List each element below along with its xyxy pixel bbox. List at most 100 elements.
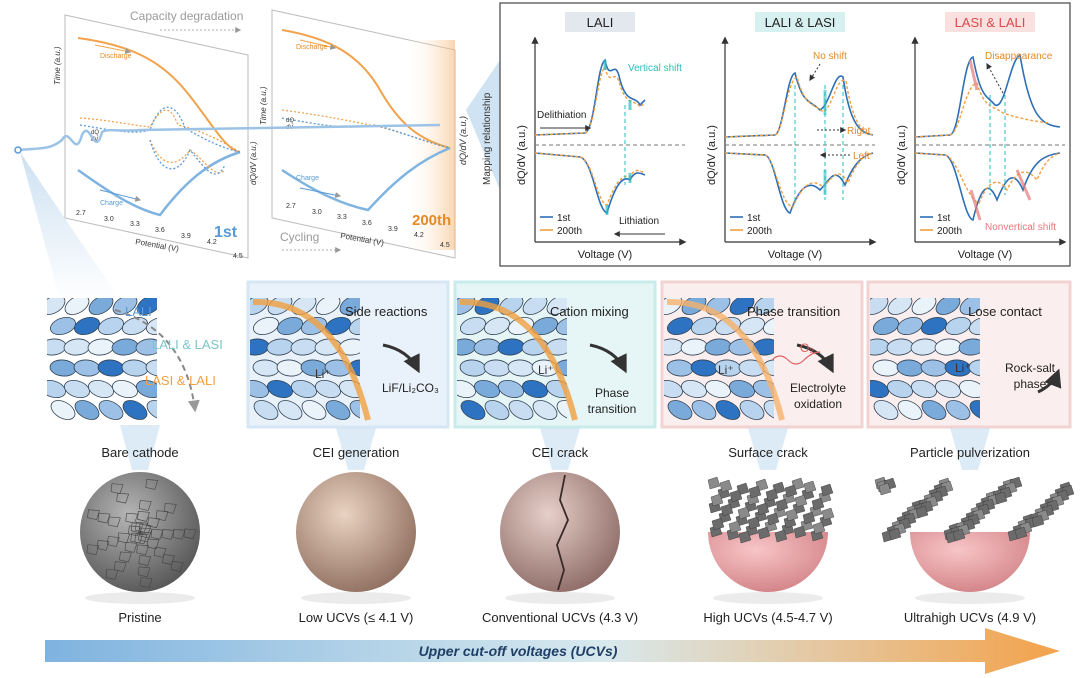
signal-origin-dot <box>14 146 22 154</box>
y-axis-label: dQ/dV (a.u.) <box>896 125 908 185</box>
svg-text:3.0: 3.0 <box>104 216 114 223</box>
grain <box>508 400 534 420</box>
discharge-label-2: Discharge <box>296 44 328 51</box>
time-axis-label-1: Time (a.u.) <box>53 46 62 85</box>
box-title-phase-transition: Phase transition <box>747 304 840 319</box>
grain <box>870 379 890 399</box>
grain <box>457 379 477 399</box>
grain-outline <box>183 528 197 540</box>
sphere-caption: Low UCVs (≤ 4.1 V) <box>299 610 414 625</box>
grain <box>522 298 548 315</box>
grain <box>112 298 138 315</box>
grain <box>666 316 694 336</box>
gas-evolution <box>771 351 821 365</box>
cross-section-1 <box>47 298 200 420</box>
grain <box>87 338 115 356</box>
grain-outline <box>134 533 148 545</box>
note-right: Right <box>847 126 871 137</box>
grain <box>111 338 139 356</box>
cycle-panel-200th <box>271 9 456 259</box>
curve-1st-lower <box>914 152 1061 222</box>
grain <box>704 379 732 399</box>
grain <box>680 379 708 399</box>
grain <box>690 316 718 336</box>
sphere-label: CEI generation <box>313 445 400 460</box>
svg-text:4.5: 4.5 <box>233 253 243 260</box>
dqdv-axis-label-2: dQ/dV (a.u.) <box>458 116 468 165</box>
grain <box>753 298 774 315</box>
grain <box>521 379 549 399</box>
grain <box>934 379 962 399</box>
box-product-lif: LiF/Li₂CO₃ <box>382 381 439 395</box>
grain <box>63 338 91 356</box>
note-disappearance: Disappearance <box>985 51 1053 62</box>
grain-outline <box>106 536 120 547</box>
fragment <box>748 485 762 499</box>
cross-sections <box>47 280 1072 470</box>
zoom-cone <box>120 425 160 470</box>
grain-outline <box>139 577 153 588</box>
curve-200th-lower <box>914 152 1061 204</box>
grain <box>290 379 318 399</box>
legend-label: 1st <box>937 213 951 224</box>
legend-label: 1st <box>747 213 761 224</box>
svg-text:4.2: 4.2 <box>414 232 424 239</box>
cei-layer <box>252 298 371 421</box>
grain <box>896 316 924 336</box>
grain <box>145 359 157 377</box>
shadow <box>915 592 1025 604</box>
zoom-cone <box>336 428 376 470</box>
grain <box>739 400 765 420</box>
grain <box>483 316 511 336</box>
panel-title-box <box>565 12 635 32</box>
dq-label-1: dQ <box>91 130 99 136</box>
cross-section-3 <box>453 280 657 429</box>
legend-label: 200th <box>747 226 772 237</box>
grain <box>969 400 980 420</box>
dqdv-panel-2: LALI & LASI dQ/dV (a.u.) Voltage (V) 1st 200… <box>706 12 877 261</box>
grain <box>935 298 961 315</box>
ucv-arrow <box>45 628 1060 674</box>
cycle-label-1st: 1st <box>214 224 238 241</box>
shadow <box>713 592 823 604</box>
fragment <box>756 502 770 516</box>
sphere-caption: Ultrahigh UCVs (4.9 V) <box>904 610 1036 625</box>
fragment <box>952 528 966 542</box>
panel-title-box <box>755 12 845 32</box>
grain <box>349 400 360 420</box>
grain <box>763 400 774 420</box>
grain <box>886 379 914 399</box>
curve-200th-lower <box>534 152 646 206</box>
process-arrow <box>589 343 627 374</box>
fragment <box>802 511 816 525</box>
fragment <box>784 484 798 498</box>
svg-text:3.0: 3.0 <box>312 209 322 216</box>
grain-outline <box>137 511 150 522</box>
grain-outline <box>162 554 175 565</box>
grain-outline <box>161 529 175 540</box>
grain <box>921 400 947 420</box>
li-label-2: Li⁺ <box>538 363 554 377</box>
grain <box>49 359 77 377</box>
cycle-panel-1st <box>64 14 249 259</box>
fragment <box>994 491 1008 505</box>
mapping-wedge <box>466 60 500 190</box>
fragment <box>785 508 799 522</box>
grain <box>959 298 980 315</box>
grain <box>555 316 567 336</box>
svg-text:3.3: 3.3 <box>337 214 347 221</box>
grain <box>47 298 66 315</box>
grain <box>728 379 756 399</box>
grain <box>111 379 139 399</box>
grain <box>64 298 90 315</box>
grain <box>715 400 741 420</box>
sphere-body <box>500 472 620 592</box>
grain <box>47 379 67 399</box>
grain-outline <box>163 503 177 514</box>
grain <box>74 400 100 420</box>
nonvertical-shift-bar <box>969 189 982 221</box>
sphere-caption: High UCVs (4.5-4.7 V) <box>703 610 832 625</box>
grain <box>253 400 279 420</box>
